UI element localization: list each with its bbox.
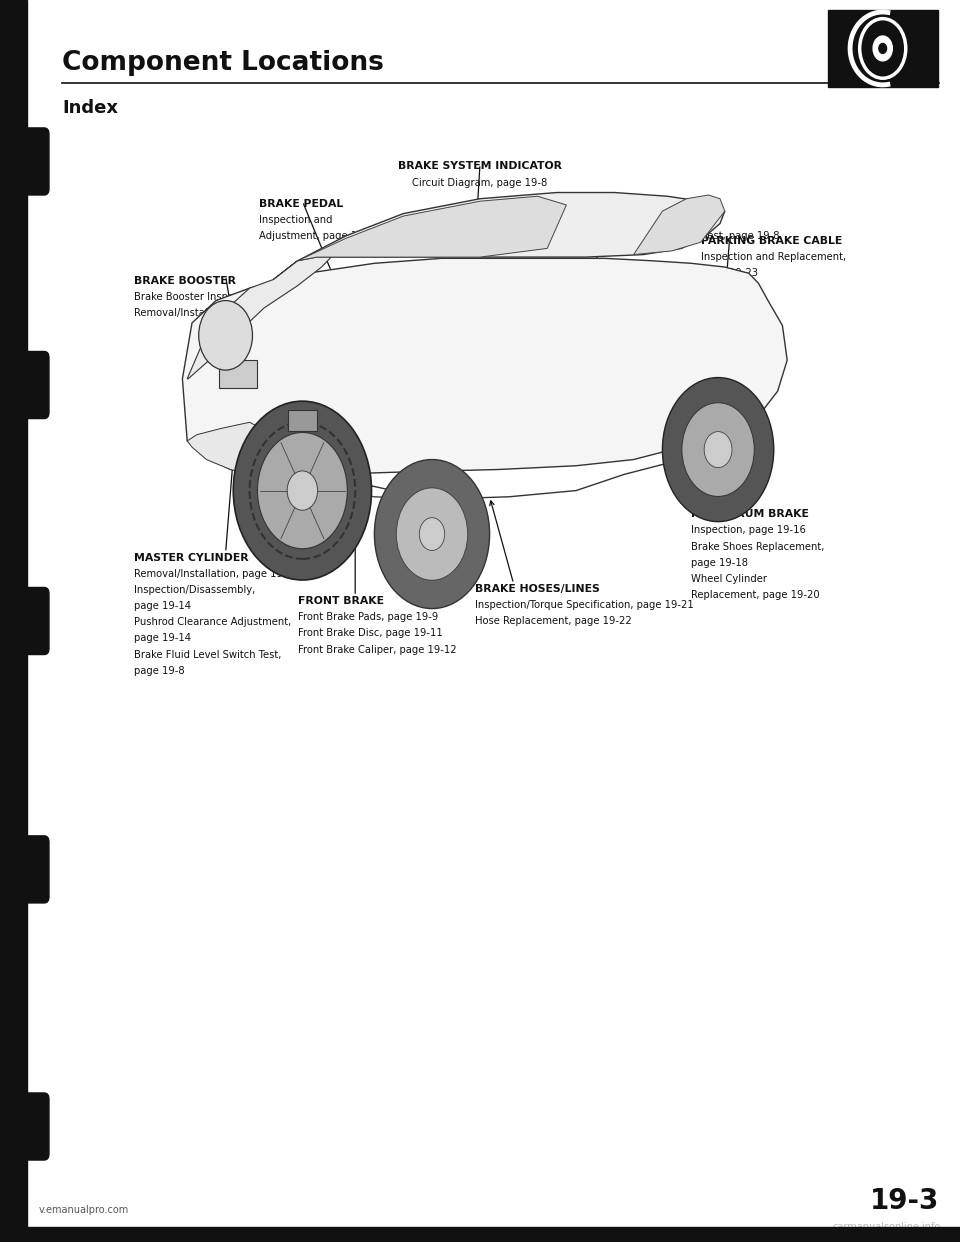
Polygon shape [298,196,566,261]
Text: Brake Shoes Replacement,: Brake Shoes Replacement, [691,542,825,551]
Text: Inspection/Disassembly,: Inspection/Disassembly, [134,585,255,595]
Text: page 19-14: page 19-14 [134,601,191,611]
Circle shape [879,43,887,53]
Text: page 19-14: page 19-14 [134,633,191,643]
Text: Inspection/Torque Specification, page 19-21: Inspection/Torque Specification, page 19… [475,600,694,610]
Text: BRAKE HOSES/LINES: BRAKE HOSES/LINES [475,584,600,594]
Text: Inspection and: Inspection and [259,215,333,225]
Text: Front Brake Caliper, page 19-12: Front Brake Caliper, page 19-12 [298,645,456,655]
Text: v.emanualpro.com: v.emanualpro.com [38,1205,129,1215]
Circle shape [199,301,252,370]
Text: Replacement, page 19-20: Replacement, page 19-20 [691,590,820,600]
Text: Component Locations: Component Locations [62,50,384,76]
Text: Adjustment, page 19-5: Adjustment, page 19-5 [259,231,373,241]
Circle shape [396,488,468,580]
Text: BRAKE PEDAL: BRAKE PEDAL [259,199,344,209]
Circle shape [233,401,372,580]
Text: Hose Replacement, page 19-22: Hose Replacement, page 19-22 [475,616,632,626]
Text: 19-3: 19-3 [870,1186,939,1215]
Text: Inspection, page 19-16: Inspection, page 19-16 [691,525,806,535]
Text: PARKING BRAKE: PARKING BRAKE [595,199,694,209]
Polygon shape [274,193,725,279]
Bar [828,10,938,87]
Text: Pushrod Clearance Adjustment,: Pushrod Clearance Adjustment, [134,617,292,627]
Text: Front Brake Pads, page 19-9: Front Brake Pads, page 19-9 [298,612,438,622]
Text: Inspection and Replacement,: Inspection and Replacement, [701,252,846,262]
Circle shape [420,518,444,550]
FancyBboxPatch shape [0,587,49,655]
Text: REAR DRUM BRAKE: REAR DRUM BRAKE [691,509,809,519]
Text: Parking Brake Switch Test, page 19-8: Parking Brake Switch Test, page 19-8 [595,231,780,241]
Polygon shape [187,422,288,474]
Text: BRAKE SYSTEM INDICATOR: BRAKE SYSTEM INDICATOR [398,161,562,171]
Text: Removal/Installation, page 19-13: Removal/Installation, page 19-13 [134,308,300,318]
Bar [0,1227,960,1242]
Circle shape [874,36,893,61]
Polygon shape [219,360,257,388]
Text: PARKING BRAKE CABLE: PARKING BRAKE CABLE [701,236,842,246]
Text: page 19-18: page 19-18 [691,558,748,568]
Circle shape [257,432,348,549]
Polygon shape [288,410,317,431]
Bar [0,0,27,1242]
FancyBboxPatch shape [0,1093,49,1160]
Text: BRAKE BOOSTER: BRAKE BOOSTER [134,276,236,286]
Text: Circuit Diagram, page 19-8: Circuit Diagram, page 19-8 [413,178,547,188]
Text: MASTER CYLINDER: MASTER CYLINDER [134,553,249,563]
FancyBboxPatch shape [0,351,49,419]
Text: page 19-23: page 19-23 [701,268,757,278]
Circle shape [682,402,755,497]
Text: Brake Booster Inspection, page 19-15: Brake Booster Inspection, page 19-15 [134,292,323,302]
Polygon shape [634,195,725,255]
Text: Adjustment, page 19-6: Adjustment, page 19-6 [595,215,709,225]
Text: FRONT BRAKE: FRONT BRAKE [298,596,384,606]
Text: Removal/Installation, page 19-13: Removal/Installation, page 19-13 [134,569,300,579]
Circle shape [287,471,318,510]
Polygon shape [182,258,787,474]
Circle shape [704,432,732,468]
Text: Brake Fluid Level Switch Test,: Brake Fluid Level Switch Test, [134,650,282,660]
Text: Wheel Cylinder: Wheel Cylinder [691,574,767,584]
Text: Index: Index [62,99,118,117]
Circle shape [374,460,490,609]
FancyBboxPatch shape [0,128,49,195]
FancyBboxPatch shape [0,836,49,903]
Polygon shape [187,257,331,379]
Bar [125,130,869,596]
Circle shape [662,378,774,522]
Text: Front Brake Disc, page 19-11: Front Brake Disc, page 19-11 [298,628,443,638]
Text: carmanualsonline.info: carmanualsonline.info [832,1222,941,1232]
Text: page 19-8: page 19-8 [134,666,185,676]
